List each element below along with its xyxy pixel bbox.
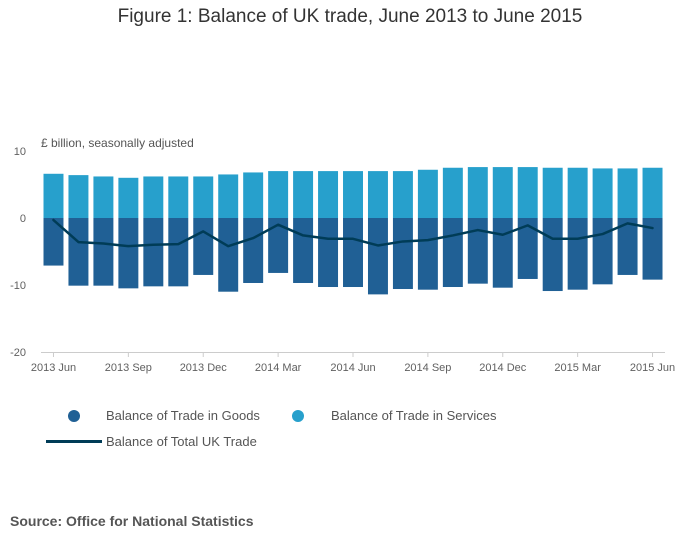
x-tick-label: 2013 Sep [105,362,152,374]
x-tick-label: 2014 Sep [404,362,451,374]
chart-title: Figure 1: Balance of UK trade, June 2013… [117,6,583,27]
legend-total-label: Balance of Total UK Trade [106,434,257,449]
x-tick-label: 2014 Jun [330,362,375,374]
services-bar [417,169,438,218]
x-tick-label: 2015 Jun [630,362,675,374]
goods-bar [218,218,239,292]
goods-bar [442,218,463,288]
services-bar [293,171,314,218]
services-bar [318,171,339,218]
goods-bar [318,218,339,288]
services-bar [343,171,363,218]
goods-bar [417,218,438,290]
goods-bar [617,218,638,275]
goods-bar [392,218,413,290]
x-tick-label: 2014 Mar [255,362,302,374]
services-bar [168,176,189,218]
y-tick-label: -20 [10,347,26,359]
x-tick-label: 2014 Dec [479,362,527,374]
services-bar [143,176,164,218]
goods-bar [367,218,388,295]
goods-bar [268,218,289,273]
legend-services-label: Balance of Trade in Services [331,408,497,423]
services-bar [517,167,538,218]
legend-total-swatch [46,440,102,443]
services-bar [68,175,89,218]
goods-bar [43,218,64,266]
goods-bar [467,218,488,284]
services-bar [392,171,413,218]
y-unit-label: £ billion, seasonally adjusted [41,136,194,150]
goods-bar [168,218,189,287]
x-tick-label: 2015 Mar [554,362,601,374]
services-bar [118,177,139,218]
line-group [52,218,654,248]
services-bar [492,167,513,218]
legend-goods-swatch [68,410,80,422]
goods-bar [343,218,363,288]
y-tick-label: 0 [20,213,26,225]
legend-goods-label: Balance of Trade in Goods [106,408,260,423]
services-bar [268,171,289,218]
source-note: Source: Office for National Statistics [10,513,254,529]
goods-bar [592,218,613,285]
goods-bar [517,218,538,279]
total-trade-line [52,218,654,248]
services-bar [193,176,214,218]
goods-bar [68,218,89,286]
services-bar [567,167,588,218]
bars-group [43,167,663,295]
goods-bar [93,218,114,286]
goods-bar [193,218,214,275]
goods-bar [293,218,314,283]
services-bar [642,167,663,218]
axis-group: 10 0 -10 -20 2013 Jun 2013 Sep 2013 Dec 2014 Ma… [10,146,675,374]
y-tick-label: -10 [10,280,26,292]
services-bar [93,176,114,218]
x-tick-label: 2013 Jun [31,362,76,374]
x-tick-label: 2013 Dec [180,362,228,374]
goods-bar [642,218,663,280]
services-bar [218,174,239,218]
services-bar [367,171,388,218]
services-bar [43,173,64,218]
services-bar [617,168,638,218]
legend-services-swatch [292,410,304,422]
goods-bar [492,218,513,288]
services-bar [243,172,264,218]
services-bar [592,168,613,218]
y-tick-label: 10 [14,146,26,158]
services-bar [467,167,488,218]
goods-bar [567,218,588,290]
goods-bar [118,218,139,289]
services-bar [542,167,563,218]
goods-bar [143,218,164,287]
goods-bar [542,218,563,292]
services-bar [442,167,463,218]
goods-bar [243,218,264,283]
